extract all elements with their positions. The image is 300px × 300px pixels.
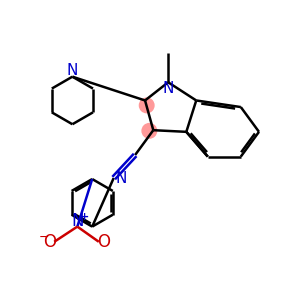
Text: O: O <box>97 233 110 251</box>
Text: N: N <box>67 63 78 78</box>
Circle shape <box>142 124 157 138</box>
Circle shape <box>140 98 154 113</box>
Text: +: + <box>80 212 89 222</box>
Text: N: N <box>163 81 174 96</box>
Text: N: N <box>115 171 127 186</box>
Text: −: − <box>39 231 50 244</box>
Text: O: O <box>43 233 56 251</box>
Text: N: N <box>71 212 84 230</box>
